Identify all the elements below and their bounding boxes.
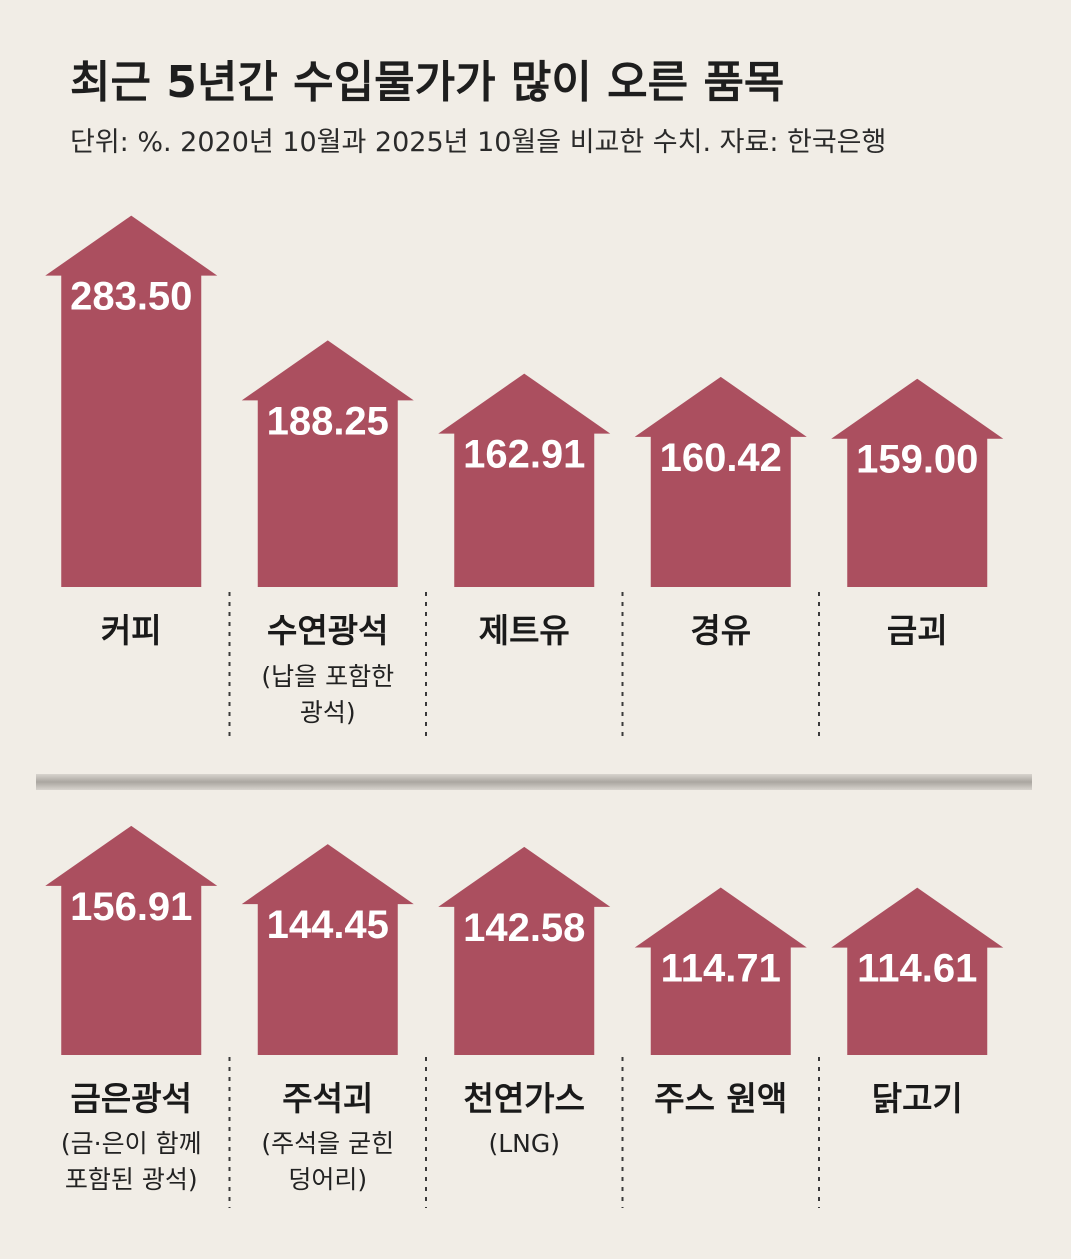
category-note-2-2: 광석) [300,698,356,727]
bar-arrow-4 [634,376,807,587]
category-label-10: 닭고기 [872,1079,963,1118]
bar-arrow-1 [45,215,218,588]
value-label-5: 159.00 [856,438,978,482]
category-label-4: 경유 [690,611,751,650]
bar-arrow-10 [831,887,1004,1055]
value-label-2: 188.25 [267,399,389,443]
category-note-8-1: (LNG) [488,1129,560,1158]
category-label-2: 수연광석 [267,611,388,650]
bar-arrow-8 [438,846,611,1055]
category-label-7: 주석괴 [282,1079,373,1118]
value-label-4: 160.42 [660,436,782,480]
value-label-3: 162.91 [463,433,585,477]
category-note-6-1: (금·은이 함께 [61,1129,202,1158]
category-label-6: 금은광석 [71,1079,192,1118]
category-label-5: 금괴 [887,611,948,650]
chart-title: 최근 5년간 수입물가가 많이 오른 품목 [70,57,785,108]
value-label-1: 283.50 [70,275,192,319]
value-label-6: 156.91 [70,885,192,929]
category-label-8: 천연가스 [464,1079,585,1118]
bar-arrow-5 [831,378,1004,587]
bar-arrow-2 [241,340,414,587]
bar-arrow-3 [438,373,611,587]
row-divider [36,774,1032,790]
value-label-9: 114.71 [661,947,781,991]
chart-subtitle: 단위: %. 2020년 10월과 2025년 10월을 비교한 수치. 자료:… [70,127,887,158]
bar-arrow-6 [45,825,218,1055]
category-note-7-1: (주석을 굳힌 [261,1129,394,1158]
category-label-3: 제트유 [479,611,570,650]
category-note-2-1: (납을 포함한 [261,662,394,691]
bar-arrow-7 [241,844,414,1055]
value-label-10: 114.61 [857,947,977,991]
value-label-7: 144.45 [267,903,389,947]
category-note-7-2: 덩어리) [288,1165,367,1194]
value-label-8: 142.58 [463,906,585,950]
category-label-1: 커피 [101,611,162,650]
category-note-6-2: 포함된 광석) [65,1165,198,1194]
bar-arrow-9 [634,887,807,1055]
category-label-9: 주스 원액 [654,1079,787,1118]
